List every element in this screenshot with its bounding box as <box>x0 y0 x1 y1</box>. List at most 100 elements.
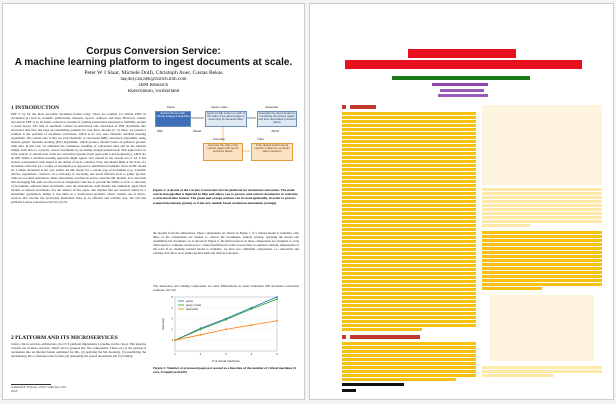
overlay-text-line <box>482 275 602 278</box>
overlay-text-line <box>342 288 476 291</box>
overlay-text-line <box>342 184 476 187</box>
overlay-text-line <box>342 240 476 243</box>
overlay-text-line <box>482 259 602 262</box>
fig2-data-point <box>276 296 278 298</box>
overlay-text-line <box>482 220 602 223</box>
overlay-text-line <box>482 208 602 211</box>
overlay-text-line <box>342 204 476 207</box>
overlay-title-line1 <box>408 49 516 58</box>
fig1-annotate-label: Annotate <box>213 137 226 141</box>
overlay-text-line <box>482 287 542 290</box>
overlay-text-line <box>342 224 476 227</box>
fig2-data-point <box>174 339 176 342</box>
overlay-text-line <box>342 120 476 123</box>
pdf-page-original: Corpus Conversion Service: A machine lea… <box>2 3 305 400</box>
overlay-text-line <box>342 308 476 311</box>
overlay-text-line <box>342 188 476 191</box>
figure1-caption: Figure 1: A sketch of the Corpus Convers… <box>153 188 298 205</box>
fig2-x-tick-label: 2 <box>200 352 202 356</box>
overlay-text-line <box>342 304 476 307</box>
overlay-text-line <box>342 312 476 315</box>
fig2-y-tick-label: 3 <box>171 317 173 321</box>
overlay-text-line <box>482 251 602 254</box>
fig2-y-tick-label: 1 <box>171 338 173 342</box>
fig1-model-label: Model <box>193 129 202 133</box>
overlay-affiliation <box>440 89 484 92</box>
fig2-data-point <box>225 318 227 321</box>
overlay-text-line <box>342 342 476 345</box>
fig2-legend-entry: parse <box>186 299 193 303</box>
overlay-text-line <box>342 320 476 323</box>
overlay-text-line <box>342 346 476 349</box>
overlay-text-line <box>482 283 602 286</box>
overlay-text-line <box>482 279 602 282</box>
overlay-text-line <box>482 243 602 246</box>
fig1-train-box: Train default and/or layout specific mod… <box>251 143 293 161</box>
section2-body: Using a micro-services architecture, the… <box>11 342 146 358</box>
overlay-text-line <box>342 284 476 287</box>
overlay-text-line <box>342 208 476 211</box>
overlay-text-line <box>482 204 602 207</box>
overlay-text-line <box>342 112 476 115</box>
section1-heading: 1 INTRODUCTION <box>11 105 60 111</box>
overlay-text-line <box>342 362 476 365</box>
overlay-text-line <box>342 280 476 283</box>
overlay-text-line <box>342 366 476 369</box>
footnote-rule <box>11 384 51 385</box>
overlay-text-line <box>342 192 476 195</box>
fig2-legend-entry: apply model <box>186 303 201 307</box>
paper-title-line1: Corpus Conversion Service: <box>86 46 221 57</box>
overlay-text-line <box>342 176 476 179</box>
fig2-x-tick-label: 3 <box>225 352 227 356</box>
overlay-text-line <box>342 164 476 167</box>
fig1-apply-box: Apply the ML model on each of the cells … <box>205 111 247 127</box>
overlay-text-line <box>342 256 476 259</box>
section1-body: PDF is by far the most prevalent documen… <box>11 112 146 204</box>
fig1-assemble-box: Assemble the document(s) by combining th… <box>257 111 297 127</box>
fig1-parse-label: Parse <box>167 105 175 109</box>
overlay-section2-heading <box>350 335 420 339</box>
overlay-text-line <box>342 260 476 263</box>
overlay-text-line <box>342 354 476 357</box>
fig2-data-point <box>225 328 227 331</box>
overlay-text-line <box>482 216 602 219</box>
overlay-text-line <box>342 276 476 279</box>
overlay-text-line <box>482 366 602 369</box>
overlay-text-line <box>342 160 476 163</box>
overlay-text-line <box>342 140 476 143</box>
fig2-y-tick-label: 2 <box>171 327 173 331</box>
overlay-text-line <box>482 370 602 373</box>
overlay-text-line <box>342 124 476 127</box>
overlay-section2-number <box>342 335 346 339</box>
overlay-text-line <box>342 300 476 303</box>
overlay-location <box>438 94 488 97</box>
overlay-text-line <box>342 168 476 171</box>
fig1-json-label: JSON <box>271 129 280 133</box>
overlay-text-line <box>482 374 554 377</box>
fig1-assemble-label: Assemble <box>265 105 279 109</box>
overlay-text-line <box>342 228 476 231</box>
overlay-text-line <box>342 316 476 319</box>
overlay-text-line <box>342 232 476 235</box>
overlay-text-line <box>342 132 476 135</box>
overlay-text-line <box>342 292 476 295</box>
right-column-body: the models from the annotations. These c… <box>153 231 299 255</box>
overlay-text-line <box>342 156 476 159</box>
author-location: Rueschlikon, Switzerland <box>127 89 180 94</box>
fig2-legend-entry: assemble <box>186 307 198 311</box>
overlay-email <box>432 83 488 86</box>
overlay-text-line <box>342 116 476 119</box>
overlay-text-line <box>482 188 602 191</box>
overlay-text-line <box>482 212 602 215</box>
author-emails: taa,dol,cau,bek@zurich.ibm.com <box>120 77 187 82</box>
fig2-data-point <box>199 328 202 331</box>
fig1-apply-label: Apply model <box>211 105 228 109</box>
overlay-right-text <box>482 231 602 293</box>
overlay-text-line <box>482 200 602 203</box>
figure1-diagram: Parse Apply model Assemble Extract all t… <box>153 105 298 185</box>
overlay-text-line <box>342 220 476 223</box>
overlay-text-line <box>342 244 476 247</box>
overlay-text-line <box>482 196 602 199</box>
fig2-data-point <box>276 298 278 301</box>
